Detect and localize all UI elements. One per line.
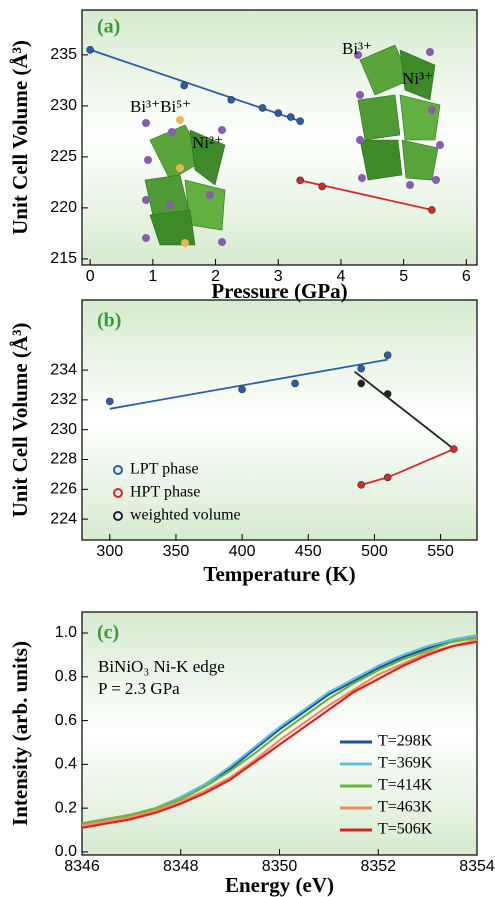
data-point <box>105 397 114 406</box>
x-tick-label: 8354 <box>459 858 495 875</box>
x-tick-label: 400 <box>229 543 256 560</box>
annotation: Ni³⁺ <box>402 69 433 88</box>
y-tick-label: 234 <box>50 361 77 378</box>
x-tick-label: 8352 <box>360 858 396 875</box>
data-point <box>291 379 299 388</box>
data-point <box>357 481 366 489</box>
y-tick-label: 225 <box>50 148 77 165</box>
x-tick-label: 6 <box>462 268 471 285</box>
data-point <box>274 109 283 117</box>
y-tick-label: 224 <box>50 510 77 527</box>
y-tick-label: 232 <box>50 391 77 408</box>
legend-label: T=369K <box>378 755 433 772</box>
data-point <box>357 364 366 373</box>
x-tick-label: 8350 <box>262 858 298 875</box>
x-tick-label: 300 <box>96 543 123 560</box>
atoms <box>142 48 444 247</box>
x-tick-label: 450 <box>295 543 322 560</box>
data-point <box>238 385 246 394</box>
y-tick-label: 0.2 <box>55 799 77 816</box>
y-tick-label: 0.0 <box>55 843 77 860</box>
y-tick-label: 228 <box>50 451 77 468</box>
legend-marker <box>113 488 123 498</box>
data-point <box>296 176 304 185</box>
data-point <box>318 182 326 191</box>
x-axis-label: Energy (eV) <box>225 873 334 897</box>
data-point <box>450 445 458 453</box>
x-tick-label: 500 <box>361 543 388 560</box>
x-tick-label: 350 <box>163 543 190 560</box>
y-tick-label: 220 <box>50 199 77 216</box>
y-tick-label: 230 <box>50 421 77 438</box>
annotation: Bi³⁺Bi⁵⁺ <box>130 97 191 116</box>
spectrum-line <box>81 638 478 827</box>
y-axis-label: Unit Cell Volume (Å³) <box>8 40 32 235</box>
spectrum-line <box>81 636 478 825</box>
legend-label: T=298K <box>378 733 433 750</box>
y-tick-label: 215 <box>50 250 77 267</box>
x-tick-label: 8346 <box>64 858 100 875</box>
legend-label: T=463K <box>378 799 433 816</box>
legend-label: HPT phase <box>130 484 200 501</box>
x-tick-label: 2 <box>211 268 220 285</box>
fit-line <box>354 370 455 450</box>
annotation: Bi³⁺ <box>342 39 372 58</box>
y-tick-label: 230 <box>50 97 77 114</box>
data-point <box>180 81 188 90</box>
x-axis-label: Pressure (GPa) <box>211 279 347 303</box>
x-tick-label: 5 <box>399 268 408 285</box>
data-point <box>357 379 366 388</box>
legend-label: T=506K <box>378 821 433 838</box>
y-tick-label: 0.4 <box>55 756 77 773</box>
legend-label: LPT phase <box>130 461 199 478</box>
plot-frame <box>81 611 478 856</box>
y-tick-label: 226 <box>50 481 77 498</box>
annotation: (c) <box>97 622 119 644</box>
legend-marker <box>113 465 123 475</box>
legend-label: weighted volume <box>130 507 241 524</box>
y-tick-label: 0.8 <box>55 668 77 685</box>
x-tick-label: 8348 <box>163 858 199 875</box>
plot-frame <box>81 9 478 266</box>
data-point <box>428 206 436 214</box>
x-tick-label: 4 <box>336 268 345 285</box>
plot-frame <box>81 299 478 541</box>
x-axis-label: Temperature (K) <box>203 562 355 586</box>
y-axis-label: Unit Cell Volume (Å³) <box>8 323 32 518</box>
x-tick-label: 0 <box>86 268 95 285</box>
panel-bg <box>82 300 477 540</box>
data-point <box>383 390 392 398</box>
data-point <box>296 117 304 125</box>
annotation: P = 2.3 GPa <box>98 679 180 698</box>
data-point <box>383 351 392 359</box>
fit-line <box>109 358 388 410</box>
x-tick-label: 1 <box>148 268 157 285</box>
data-point <box>86 45 94 54</box>
annotation: BiNiO₃ Ni-K edge <box>98 657 225 676</box>
annotation: (a) <box>97 16 120 38</box>
y-tick-label: 235 <box>50 46 77 63</box>
data-point <box>286 113 295 121</box>
legend-label: T=414K <box>378 777 433 794</box>
crystal-structure <box>144 44 441 246</box>
data-point <box>258 104 267 112</box>
annotation: Ni²⁺ <box>192 133 223 152</box>
x-tick-label: 3 <box>274 268 283 285</box>
data-point <box>383 473 392 482</box>
annotation: (b) <box>97 310 121 332</box>
spectrum-line <box>81 640 478 829</box>
data-point <box>227 95 236 104</box>
y-tick-label: 0.6 <box>55 712 77 729</box>
y-axis-label: Intensity (arb. units) <box>8 641 32 826</box>
y-tick-label: 1.0 <box>55 624 77 641</box>
x-tick-label: 550 <box>427 543 454 560</box>
legend-marker <box>113 511 123 521</box>
